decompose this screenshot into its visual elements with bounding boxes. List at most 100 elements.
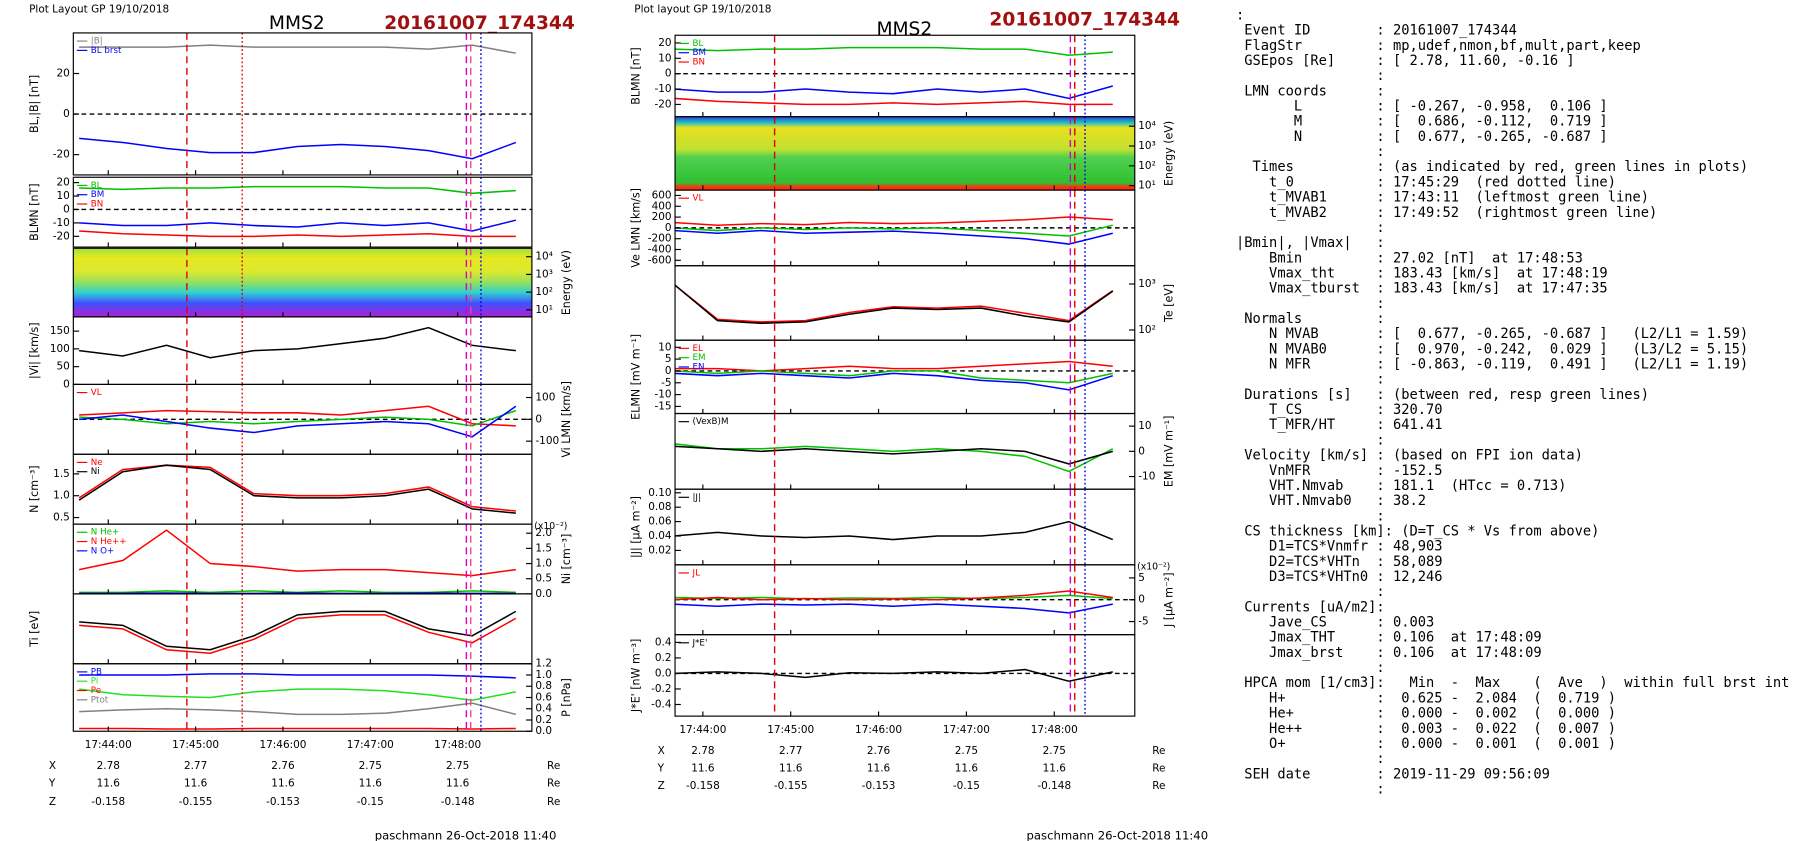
panel-plot <box>675 190 1135 266</box>
y-axis-label: Ve LMN [km/s] <box>630 188 643 268</box>
ephemeris-value: 11.6 <box>691 762 714 774</box>
legend-label: J*E' <box>692 638 708 648</box>
ephemeris-value: -0.155 <box>179 796 213 808</box>
legend-label: JL <box>692 568 701 578</box>
y-tick-label: 10² <box>1138 324 1156 336</box>
y-tick-label: 20 <box>57 68 70 80</box>
y-tick-label: 1.5 <box>53 468 70 480</box>
ephemeris-value: 11.6 <box>184 778 207 790</box>
ephemeris-value: 2.76 <box>867 745 890 757</box>
y-tick-label: 0.06 <box>648 516 671 528</box>
info-line: Normals : <box>1236 311 1385 327</box>
x-tick-label: 17:46:00 <box>259 739 306 751</box>
y-tick-label: 10 <box>57 190 70 202</box>
y-tick-label: 600 <box>652 189 672 201</box>
y-tick-label: -20 <box>654 98 671 110</box>
info-line: M : [ 0.686, -0.112, 0.719 ] <box>1236 114 1608 130</box>
y-axis-label: Ni [cm⁻³] <box>560 534 573 585</box>
ephemeris-value: -0.148 <box>441 796 475 808</box>
y-axis-label: Energy (eV) <box>560 250 573 315</box>
info-line: VHT.Nmvab0 : 38.2 <box>1236 493 1426 509</box>
series-line <box>79 137 517 160</box>
panel-plot <box>773 116 1086 191</box>
spectrogram <box>73 248 532 317</box>
y-tick-label: -5 <box>1138 616 1148 628</box>
legend-label: EM <box>693 353 706 363</box>
ephemeris-value: -0.155 <box>774 780 808 792</box>
ephemeris-unit: Re <box>1152 745 1165 757</box>
series-line <box>675 370 1113 384</box>
y-tick-label: -5 <box>661 377 671 389</box>
ephemeris-value: 2.78 <box>97 760 120 772</box>
y-tick-label: 20 <box>57 177 70 189</box>
y-tick-label: 400 <box>652 200 672 212</box>
info-line: : <box>1236 584 1385 600</box>
y-axis-label: Vi LMN [km/s] <box>560 381 573 458</box>
legend-label: PB <box>91 667 102 677</box>
y-tick-label: 10³ <box>1138 278 1156 290</box>
y-axis-label: P [nPa] <box>560 678 573 717</box>
y-axis-label: J*E' [nW m⁻³] <box>630 639 643 713</box>
info-line: : <box>1236 432 1385 448</box>
series-line <box>79 409 517 427</box>
y-tick-label: 0.5 <box>53 512 70 524</box>
series-line <box>675 520 1114 541</box>
info-line: Jmax_THT : 0.106 at 17:48:09 <box>1236 630 1542 646</box>
series-line <box>78 529 516 577</box>
info-line: VnMFR : -152.5 <box>1236 463 1443 479</box>
ephemeris-value: 2.75 <box>446 760 469 772</box>
y-tick-label: 10² <box>1138 160 1156 172</box>
axis-factor: (x10⁻²) <box>534 521 567 532</box>
header-layout: Plot Layout GP 19/10/2018 <box>29 4 169 16</box>
legend-label: N He++ <box>91 537 127 547</box>
y-axis-label: N [cm⁻³] <box>28 465 41 513</box>
series-line <box>79 688 516 702</box>
y-tick-label: -20 <box>53 230 70 242</box>
series-line <box>79 727 516 730</box>
y-tick-label: 10¹ <box>535 304 553 316</box>
ephemeris-value: 11.6 <box>779 762 802 774</box>
y-tick-label: 0 <box>665 365 672 377</box>
y-axis-label: BLMN [nT] <box>630 47 643 104</box>
ephemeris-unit: Re <box>547 760 560 772</box>
series-line <box>675 445 1113 465</box>
panel-plot <box>79 316 516 385</box>
y-tick-label: -10 <box>654 83 671 95</box>
panel-plot <box>675 35 1135 117</box>
series-line <box>79 610 517 651</box>
legend-label: Ptot <box>91 695 109 705</box>
series-line <box>79 702 517 716</box>
info-line: T_CS : 320.70 <box>1236 402 1443 418</box>
y-tick-label: 10² <box>535 286 553 298</box>
y-tick-label: 0.04 <box>648 530 672 542</box>
panel-frame <box>72 663 533 732</box>
series-line <box>78 464 516 512</box>
info-line: : <box>1236 508 1385 524</box>
y-tick-label: -0.2 <box>651 683 671 695</box>
y-axis-label: Energy (eV) <box>1163 121 1176 186</box>
ephemeris-value: 11.6 <box>867 762 890 774</box>
ephemeris-unit: Re <box>1152 762 1165 774</box>
y-tick-label: -15 <box>654 400 671 412</box>
y-tick-label: 0 <box>63 378 70 390</box>
legend-label: BL <box>693 39 704 49</box>
info-line: SEH date : 2019-11-29 09:56:09 <box>1236 766 1550 782</box>
header-probe: MMS2 <box>269 13 325 34</box>
x-tick-label: 17:47:00 <box>347 739 394 751</box>
y-tick-label: -600 <box>648 254 672 266</box>
y-tick-label: 2.0 <box>535 527 552 539</box>
info-line: t_0 : 17:45:29 (red dotted line) <box>1236 174 1616 190</box>
legend-label: VL <box>693 194 704 204</box>
y-tick-label: 0 <box>535 413 542 425</box>
info-line: Jave_CS : 0.003 <box>1236 615 1434 631</box>
panel-plot <box>675 340 1135 414</box>
y-tick-label: -20 <box>53 149 70 161</box>
info-line: t_MVAB1 : 17:43:11 (leftmost green line) <box>1236 190 1649 206</box>
panel-plot <box>186 248 482 317</box>
panel-frame <box>72 523 533 595</box>
y-tick-label: 0.0 <box>655 667 672 679</box>
ephemeris-value: 2.75 <box>1043 745 1066 757</box>
series-line <box>675 668 1113 682</box>
info-line: FlagStr : mp,udef,nmon,bf,mult,part,keep <box>1236 38 1641 54</box>
ephemeris-unit: Re <box>547 778 560 790</box>
